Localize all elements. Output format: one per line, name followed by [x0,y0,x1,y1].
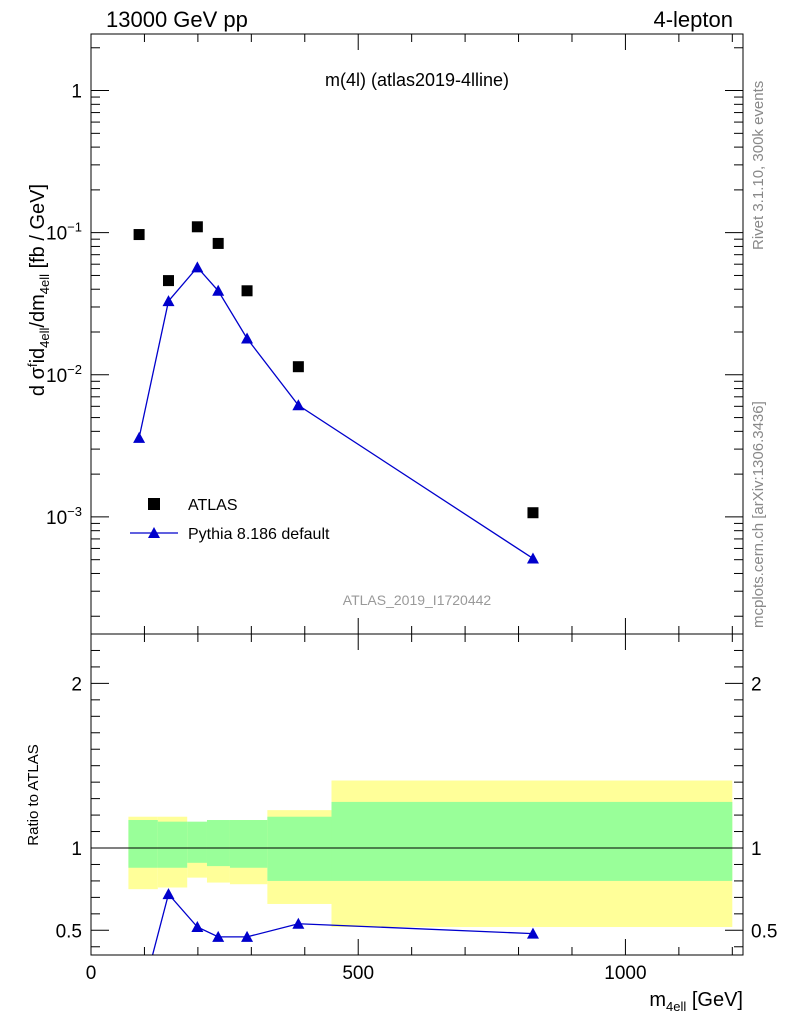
atlas-data-point [527,507,539,519]
header-left: 13000 GeV pp [106,7,248,32]
stat-uncertainty-band [267,816,332,881]
ratio-data-point [133,1001,145,1012]
atlas-data-point [162,275,174,287]
ratio-data-point [212,930,225,942]
ratio-y-axis-label: Ratio to ATLAS [25,744,42,845]
atlas-data-point [212,237,224,249]
legend: ATLAS Pythia 8.186 default [130,497,330,543]
ratio-data-point [191,921,204,933]
top-y-tick-label: 10−1 [46,220,82,245]
pythia-line [138,266,534,560]
stat-uncertainty-band [128,820,158,868]
atlas-data-point [133,229,145,241]
top-plot-frame [90,33,744,635]
legend-label-atlas: ATLAS [188,497,238,514]
ratio-y-tick-label-left: 2 [71,674,82,695]
ratio-data-point [241,930,254,942]
x-tick-label: 500 [342,963,374,984]
stat-uncertainty-band [206,820,230,867]
plot-title: m(4l) (atlas2019-4lline) [325,70,509,90]
stat-uncertainty-band [229,820,268,868]
top-y-tick-label: 1 [71,82,82,103]
atlas-data-point [241,285,253,297]
x-tick-label: 0 [86,963,97,984]
ratio-data-point [162,888,175,900]
x-axis-label: m4ell [GeV] [649,989,743,1014]
pythia-data-point [162,295,175,307]
top-y-tick-label: 10−2 [46,362,82,387]
stat-uncertainty-band [187,821,207,863]
pythia-data-point [526,552,539,564]
bottom-plot-frame [90,633,744,956]
x-tick-label: 1000 [604,963,646,984]
mcplots-reference-text: mcplots.cern.ch [arXiv:1306.3436] [750,401,767,628]
ratio-y-tick-label-right: 2 [751,674,762,695]
pythia-data-point [241,332,254,344]
pythia-data-point [212,284,225,296]
ratio-y-tick-label-right: 0.5 [751,921,777,942]
stat-uncertainty-band [331,801,733,881]
legend-marker-atlas [148,498,160,510]
ratio-y-tick-label-right: 1 [751,839,762,860]
stat-uncertainty-band [157,821,188,868]
top-y-axis-label: d σfid4ell/dm4ell [fb / GeV] [25,184,52,396]
ratio-y-tick-label-left: 0.5 [56,921,82,942]
ratio-y-tick-label-left: 1 [71,839,82,860]
pythia-data-point [133,431,146,443]
legend-marker-pythia [148,527,160,538]
top-y-tick-label: 10−3 [46,504,82,529]
header-right: 4-lepton [653,7,733,32]
atlas-data-point [191,221,203,233]
rivet-version-text: Rivet 3.1.10, 300k events [750,81,767,250]
ratio-data-point [526,927,539,939]
legend-label-pythia: Pythia 8.186 default [188,526,330,543]
analysis-watermark: ATLAS_2019_I1720442 [343,592,492,608]
pythia-data-point [292,399,305,411]
atlas-data-point [292,361,304,373]
ratio-data-point [292,917,305,929]
pythia-data-point [191,261,204,273]
